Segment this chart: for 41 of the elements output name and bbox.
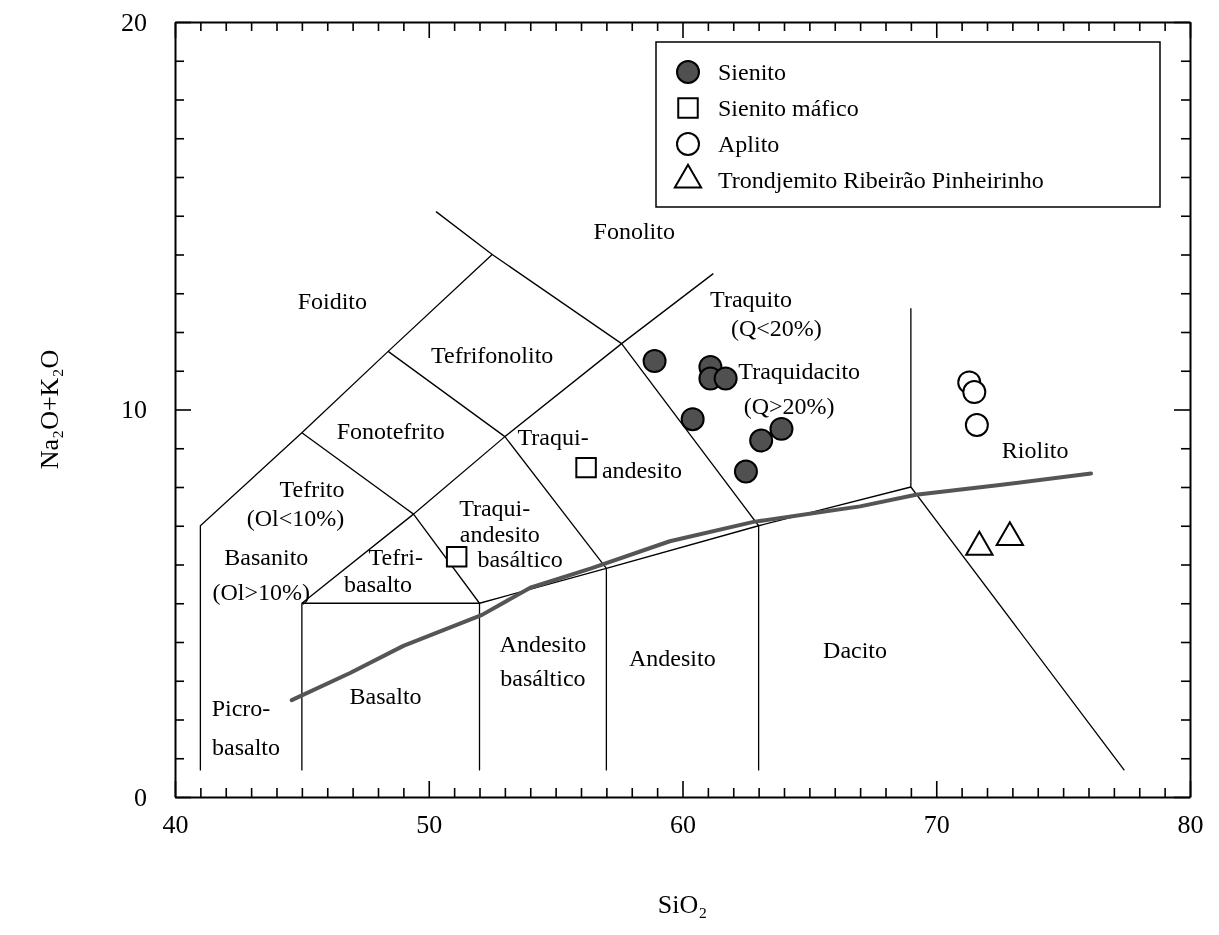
annotation: Basalto (349, 683, 422, 710)
annotation: (Ol>10%) (212, 578, 311, 605)
annotation: Tefrifonolito (431, 342, 554, 369)
annotation: basalto (212, 733, 281, 760)
x-tick-label: 70 (923, 810, 950, 840)
legend-label: Aplito (718, 131, 780, 157)
y-tick-label: 20 (121, 7, 147, 37)
annotation: Traquidacito (738, 357, 861, 384)
annotation: andesito (601, 456, 682, 483)
annotation: Traqui- (517, 423, 589, 450)
legend-label: Sienito (718, 59, 787, 85)
y-tick-label: 0 (134, 782, 147, 812)
annotation: Basanito (224, 543, 309, 570)
annotation: Fonotefrito (336, 417, 445, 444)
annotation: Dacito (823, 636, 888, 663)
annotation: (Q<20%) (730, 315, 822, 342)
annotation: Tefri- (368, 543, 423, 570)
x-axis-title: SiO₂ (657, 890, 708, 919)
annotation: Traquito (710, 286, 792, 313)
annotation: Picro- (211, 694, 271, 721)
annotation: Riolito (1001, 437, 1069, 464)
annotation: Andesito (629, 644, 716, 671)
annotation: Fonolito (593, 218, 675, 245)
annotation: Foidito (297, 288, 367, 314)
annotation: (Ol<10%) (246, 505, 345, 531)
y-axis-title: Na₂O+K₂O (35, 349, 64, 470)
x-tick-label: 40 (162, 810, 189, 840)
x-tick-label: 50 (416, 810, 443, 840)
x-tick-label: 60 (670, 810, 696, 840)
annotation: Tefrito (279, 475, 345, 502)
annotation: (Q>20%) (743, 392, 835, 419)
annotation: Andesito (499, 630, 587, 657)
annotation: andesito (459, 520, 540, 547)
y-tick-label: 10 (121, 395, 147, 425)
annotation: basáltico (500, 665, 586, 692)
legend-label: Sienito máfico (718, 95, 859, 121)
annotation: Traqui- (459, 495, 531, 522)
annotation: basáltico (477, 545, 563, 572)
annotation: basalto (344, 570, 412, 597)
x-tick-label: 80 (1177, 810, 1204, 840)
legend-label: Trondjemito Ribeirão Pinheirinho (718, 167, 1044, 193)
